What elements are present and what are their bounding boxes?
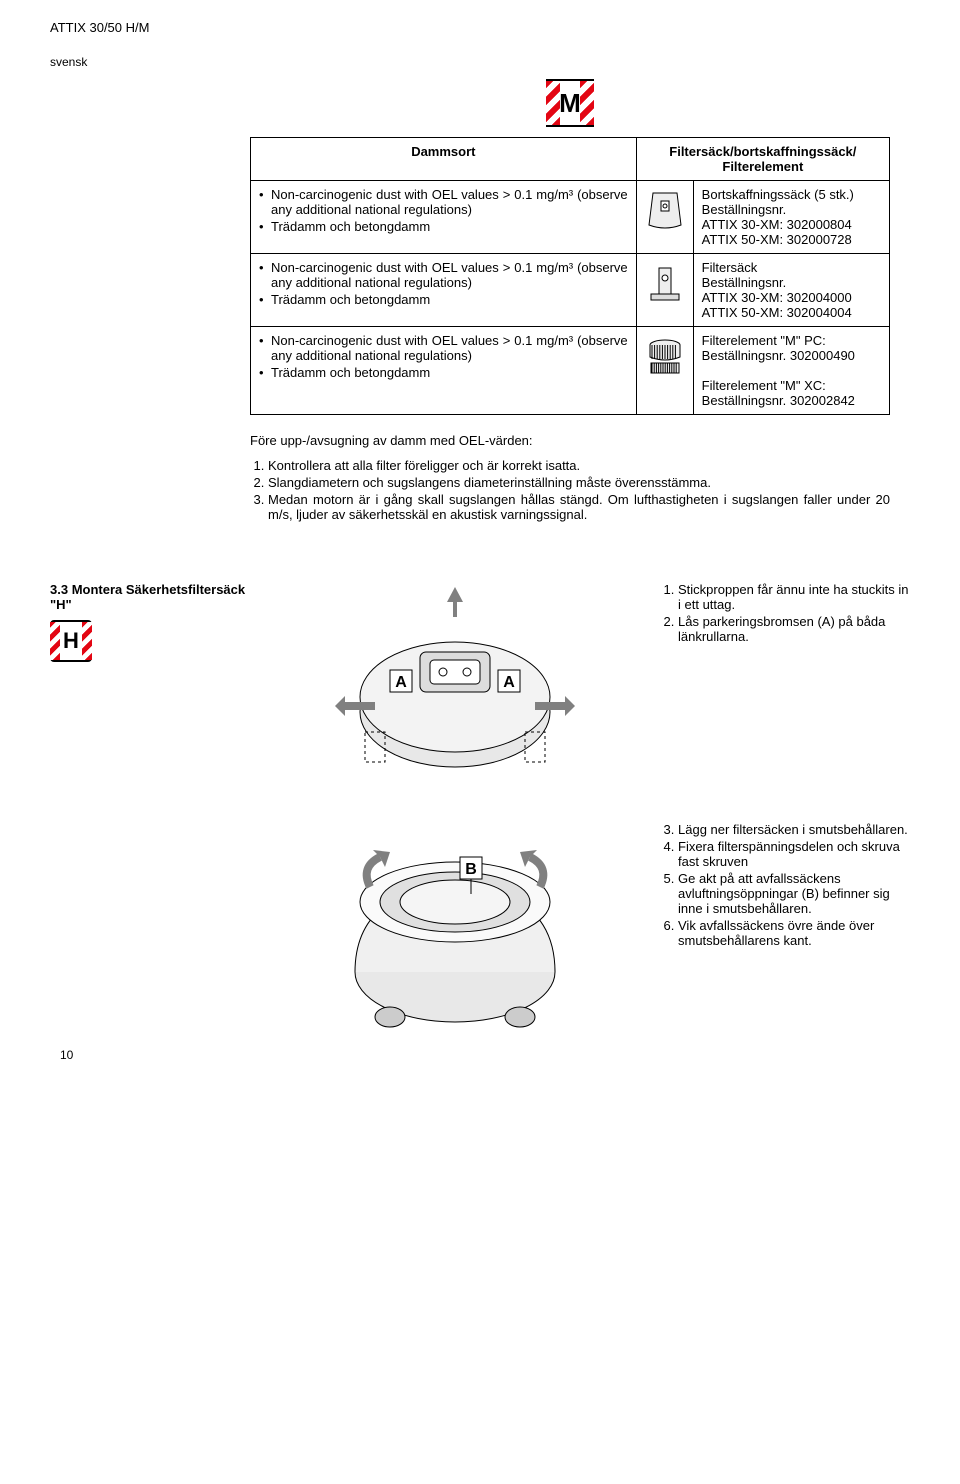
section-33-row-1: 3.3 Montera Säkerhetsfiltersäck "H" H A … [50, 582, 910, 792]
step-b: Fixera filterspänningsdelen och skruva f… [678, 839, 910, 869]
dust-table: Dammsort Filtersäck/bortskaffningssäck/ … [250, 137, 890, 415]
filter-info-cell: Filtersäck Beställningsnr. ATTIX 30-XM: … [693, 254, 889, 327]
step-b: Vik avfallssäckens övre ände över smutsb… [678, 918, 910, 948]
section-number: 3.3 [50, 582, 68, 597]
language-label: svensk [50, 55, 910, 69]
filter-info-cell: Bortskaffningssäck (5 stk.) Beställnings… [693, 181, 889, 254]
step-b: Lägg ner filtersäcken i smutsbehållaren. [678, 822, 910, 837]
vacuum-top-diagram: A A [335, 582, 575, 792]
model-header: ATTIX 30/50 H/M [50, 20, 910, 35]
filter-icon-cell [636, 254, 693, 327]
dust-item: Non-carcinogenic dust with OEL values > … [259, 333, 628, 363]
filter-icon-cell [636, 327, 693, 415]
main-step: Kontrollera att alla filter föreligger o… [268, 458, 890, 473]
dust-type-cell: Non-carcinogenic dust with OEL values > … [251, 181, 637, 254]
main-step: Medan motorn är i gång skall sugslangen … [268, 492, 890, 522]
step-a: Stickproppen får ännu inte ha stuckits i… [678, 582, 910, 612]
section-33-row-2: B Lägg ner filtersäcken i smutsbehållare… [50, 822, 910, 1042]
steps-a-list: Stickproppen får ännu inte ha stuckits i… [660, 582, 910, 644]
dust-item: Trädamm och betongdamm [259, 292, 628, 307]
step-b: Ge akt på att avfallssäckens avluftnings… [678, 871, 910, 916]
h-class-badge: H [50, 620, 92, 662]
label-a-right: A [503, 674, 515, 691]
dust-type-cell: Non-carcinogenic dust with OEL values > … [251, 254, 637, 327]
dust-item: Non-carcinogenic dust with OEL values > … [259, 187, 628, 217]
steps-b-list: Lägg ner filtersäcken i smutsbehållaren.… [660, 822, 910, 948]
label-b: B [465, 861, 477, 878]
section-title: Montera Säkerhetsfiltersäck "H" [50, 582, 245, 612]
main-steps-list: Kontrollera att alla filter föreligger o… [250, 458, 890, 522]
dust-item: Non-carcinogenic dust with OEL values > … [259, 260, 628, 290]
label-a-left: A [395, 674, 407, 691]
m-letter: M [559, 88, 581, 119]
page-number: 10 [60, 1048, 73, 1062]
col-filter: Filtersäck/bortskaffningssäck/ Filterele… [636, 138, 889, 181]
filter-info-cell: Filterelement "M" PC: Beställningsnr. 30… [693, 327, 889, 415]
h-letter: H [63, 628, 79, 654]
dust-type-cell: Non-carcinogenic dust with OEL values > … [251, 327, 637, 415]
dust-item: Trädamm och betongdamm [259, 219, 628, 234]
step-a: Lås parkeringsbromsen (A) på båda länkru… [678, 614, 910, 644]
pre-list-text: Före upp-/avsugning av damm med OEL-värd… [250, 433, 890, 448]
m-class-badge: M [546, 79, 594, 127]
col-dust-type: Dammsort [251, 138, 637, 181]
vacuum-container-diagram: B [335, 822, 575, 1042]
filter-icon-cell [636, 181, 693, 254]
dust-item: Trädamm och betongdamm [259, 365, 628, 380]
main-step: Slangdiametern och sugslangens diameteri… [268, 475, 890, 490]
